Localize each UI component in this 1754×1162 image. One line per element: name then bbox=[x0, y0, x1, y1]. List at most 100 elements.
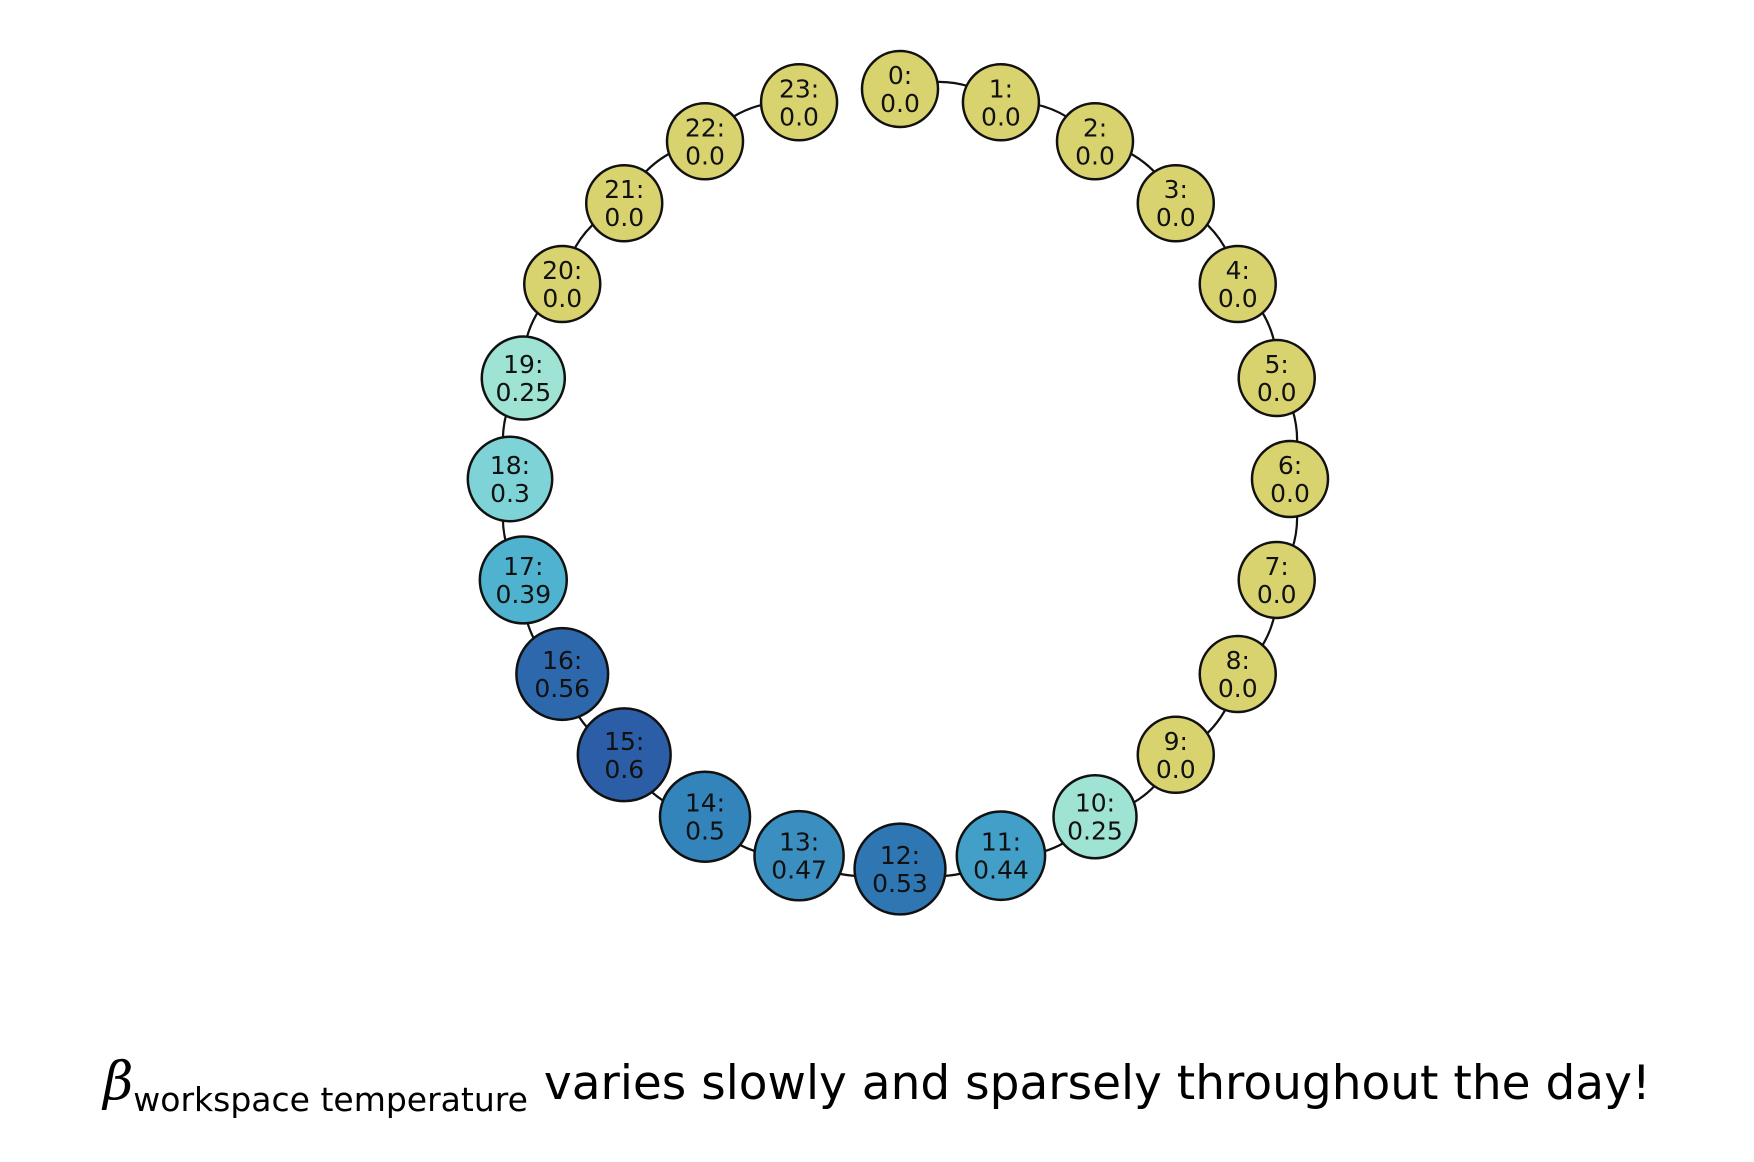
node-2-circle bbox=[1055, 102, 1135, 181]
node-3-circle bbox=[1136, 163, 1216, 243]
node-4-value-label: 0.0 bbox=[1218, 284, 1258, 313]
node-12-id-label: 12: bbox=[880, 841, 920, 870]
node-22-value-label: 0.0 bbox=[685, 141, 725, 170]
node-15-circle bbox=[576, 707, 672, 803]
node-19-value-label: 0.25 bbox=[495, 378, 551, 407]
node-13: 13:0.47 bbox=[753, 809, 845, 902]
node-11: 11:0.44 bbox=[955, 810, 1047, 902]
node-21-id-label: 21: bbox=[604, 175, 644, 204]
node-0: 0:0.0 bbox=[860, 49, 940, 129]
caption-subscript: workspace temperature bbox=[133, 1080, 528, 1119]
node-22: 22:0.0 bbox=[665, 102, 745, 181]
node-22-id-label: 22: bbox=[685, 113, 725, 142]
node-21-value-label: 0.0 bbox=[604, 203, 644, 232]
node-18-id-label: 18: bbox=[490, 451, 530, 480]
node-20-value-label: 0.0 bbox=[542, 284, 582, 313]
node-5-circle bbox=[1237, 338, 1316, 418]
node-17-value-label: 0.39 bbox=[495, 580, 551, 609]
node-13-value-label: 0.47 bbox=[771, 856, 827, 885]
node-4: 4:0.0 bbox=[1198, 244, 1277, 324]
node-17-id-label: 17: bbox=[503, 552, 543, 581]
node-1-value-label: 0.0 bbox=[981, 102, 1021, 131]
node-7: 7:0.0 bbox=[1237, 540, 1316, 620]
node-6-id-label: 6: bbox=[1278, 451, 1302, 480]
node-9-circle bbox=[1136, 715, 1216, 795]
node-3-id-label: 3: bbox=[1164, 175, 1188, 204]
node-16-value-label: 0.56 bbox=[534, 674, 590, 703]
node-23: 23:0.0 bbox=[759, 63, 839, 142]
node-11-value-label: 0.44 bbox=[973, 856, 1029, 885]
node-19-circle bbox=[480, 335, 567, 421]
node-15: 15:0.6 bbox=[576, 707, 672, 803]
node-20-id-label: 20: bbox=[542, 256, 582, 285]
node-16: 16:0.56 bbox=[515, 626, 610, 722]
node-4-id-label: 4: bbox=[1226, 256, 1250, 285]
node-10: 10:0.25 bbox=[1052, 773, 1138, 860]
nodes-group: 0:0.01:0.0 2:0.03:0.04:0.05:0.06:0.07:0.0… bbox=[466, 49, 1330, 916]
node-9-id-label: 9: bbox=[1164, 727, 1188, 756]
node-15-id-label: 15: bbox=[604, 727, 644, 756]
node-9-value-label: 0.0 bbox=[1156, 755, 1196, 784]
node-8-circle bbox=[1198, 634, 1277, 714]
node-14: 14:0.5 bbox=[658, 770, 752, 863]
node-19: 19:0.25 bbox=[480, 335, 567, 421]
node-1: 1:0.0 bbox=[961, 63, 1041, 142]
node-10-circle bbox=[1052, 773, 1138, 860]
caption-symbol: β bbox=[103, 1052, 134, 1112]
caption-text: varies slowly and sparsely throughout th… bbox=[543, 1056, 1651, 1111]
node-20: 20:0.0 bbox=[523, 244, 602, 324]
node-0-value-label: 0.0 bbox=[880, 89, 920, 118]
node-16-id-label: 16: bbox=[542, 646, 582, 675]
node-18: 18:0.3 bbox=[466, 435, 554, 523]
node-23-value-label: 0.0 bbox=[779, 102, 819, 131]
node-11-circle bbox=[955, 810, 1047, 902]
node-22-circle bbox=[665, 102, 745, 181]
node-19-id-label: 19: bbox=[503, 350, 543, 379]
node-11-id-label: 11: bbox=[981, 828, 1021, 857]
node-6-value-label: 0.0 bbox=[1270, 479, 1310, 508]
node-23-id-label: 23: bbox=[779, 74, 819, 103]
node-5-value-label: 0.0 bbox=[1257, 378, 1297, 407]
node-2: 2:0.0 bbox=[1055, 102, 1135, 181]
node-13-circle bbox=[753, 809, 845, 902]
node-12-circle bbox=[853, 822, 947, 916]
node-21-circle bbox=[584, 163, 664, 243]
node-14-value-label: 0.5 bbox=[685, 817, 725, 846]
node-15-value-label: 0.6 bbox=[604, 755, 644, 784]
node-18-circle bbox=[466, 435, 554, 523]
node-20-circle bbox=[523, 244, 602, 324]
node-2-value-label: 0.0 bbox=[1075, 141, 1115, 170]
node-7-id-label: 7: bbox=[1265, 552, 1289, 581]
node-12-value-label: 0.53 bbox=[872, 869, 928, 898]
node-23-circle bbox=[759, 63, 839, 142]
node-10-id-label: 10: bbox=[1075, 789, 1115, 818]
node-1-circle bbox=[961, 63, 1041, 142]
node-0-circle bbox=[860, 49, 940, 129]
node-8: 8:0.0 bbox=[1198, 634, 1277, 714]
node-14-circle bbox=[658, 770, 752, 863]
node-8-id-label: 8: bbox=[1226, 646, 1250, 675]
node-7-value-label: 0.0 bbox=[1257, 580, 1297, 609]
node-16-circle bbox=[515, 626, 610, 722]
node-5: 5:0.0 bbox=[1237, 338, 1316, 418]
node-0-id-label: 0: bbox=[888, 61, 912, 90]
node-8-value-label: 0.0 bbox=[1218, 674, 1258, 703]
node-7-circle bbox=[1237, 540, 1316, 620]
node-3: 3:0.0 bbox=[1136, 163, 1216, 243]
node-10-value-label: 0.25 bbox=[1067, 817, 1123, 846]
node-9: 9:0.0 bbox=[1136, 715, 1216, 795]
node-21: 21:0.0 bbox=[584, 163, 664, 243]
node-12: 12:0.53 bbox=[853, 822, 947, 916]
node-4-circle bbox=[1198, 244, 1277, 324]
node-14-id-label: 14: bbox=[685, 789, 725, 818]
node-6-circle bbox=[1250, 439, 1330, 519]
node-6: 6:0.0 bbox=[1250, 439, 1330, 519]
node-5-id-label: 5: bbox=[1265, 350, 1289, 379]
node-1-id-label: 1: bbox=[989, 74, 1013, 103]
node-13-id-label: 13: bbox=[779, 828, 819, 857]
node-18-value-label: 0.3 bbox=[490, 479, 530, 508]
node-17-circle bbox=[478, 535, 568, 625]
caption: βworkspace temperature varies slowly and … bbox=[0, 1052, 1754, 1119]
node-3-value-label: 0.0 bbox=[1156, 203, 1196, 232]
